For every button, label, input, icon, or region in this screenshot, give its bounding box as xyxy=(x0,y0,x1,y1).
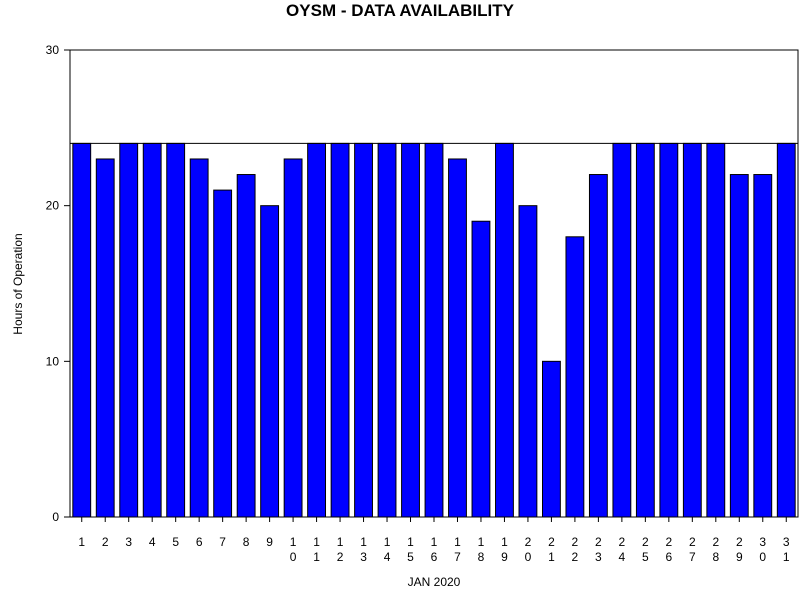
bar-day-18 xyxy=(471,220,491,518)
bar-day-25 xyxy=(635,142,655,518)
x-tick-label: 7 xyxy=(219,535,226,549)
bar-day-17 xyxy=(448,158,467,518)
bar-day-6 xyxy=(189,158,209,518)
bar-day-20 xyxy=(518,205,538,518)
bar-day-24 xyxy=(612,142,632,518)
x-tick-label: 8 xyxy=(243,535,250,549)
bar-day-7 xyxy=(213,189,233,518)
bar-day-22 xyxy=(565,236,585,518)
bar-day-27 xyxy=(682,142,702,518)
y-tick-label: 20 xyxy=(46,199,60,213)
x-tick-label: 1 xyxy=(78,535,85,549)
bars-group xyxy=(72,142,796,518)
x-tick-label: 6 xyxy=(196,535,203,549)
bar-day-3 xyxy=(119,142,139,518)
bar-day-5 xyxy=(166,142,186,518)
bar-day-10 xyxy=(283,158,303,518)
x-axis-label: JAN 2020 xyxy=(408,575,461,589)
x-tick-label: 4 xyxy=(149,535,156,549)
bar-day-8 xyxy=(236,174,256,518)
bar-day-1 xyxy=(72,142,92,518)
y-axis-label: Hours of Operation xyxy=(11,233,25,334)
bar-day-19 xyxy=(495,142,514,518)
bar-day-23 xyxy=(588,174,608,518)
y-tick-label: 10 xyxy=(46,354,60,368)
x-tick-label: 3 xyxy=(125,535,132,549)
bar-day-30 xyxy=(753,174,773,518)
bar-day-29 xyxy=(729,174,749,518)
y-tick-label: 0 xyxy=(52,510,59,524)
bar-day-12 xyxy=(330,142,350,518)
bar-day-28 xyxy=(706,142,726,518)
x-tick-label: 5 xyxy=(172,535,179,549)
x-tick-label: 2 xyxy=(102,535,109,549)
bar-day-2 xyxy=(95,158,115,518)
bar-day-16 xyxy=(424,142,444,518)
bar-day-14 xyxy=(377,142,397,518)
bar-day-9 xyxy=(260,205,280,518)
bar-day-13 xyxy=(354,142,373,518)
bar-day-26 xyxy=(659,142,679,518)
bar-day-15 xyxy=(401,142,420,518)
y-tick-label: 30 xyxy=(46,43,60,57)
y-axis-ticks: 0 10 20 30 xyxy=(46,43,70,524)
chart-title: OYSM - DATA AVAILABILITY xyxy=(286,1,514,20)
x-tick-label: 9 xyxy=(266,535,273,549)
bar-day-11 xyxy=(307,142,327,518)
bar-day-31 xyxy=(776,142,796,518)
bar-day-4 xyxy=(142,142,162,518)
bar-day-21 xyxy=(542,360,561,518)
x-axis-ticks: 1 2 3 4 5 6 7 8 9 1 01 11 21 31 41 51 61 71 81 92 02 12 22 32 42… xyxy=(78,517,790,564)
